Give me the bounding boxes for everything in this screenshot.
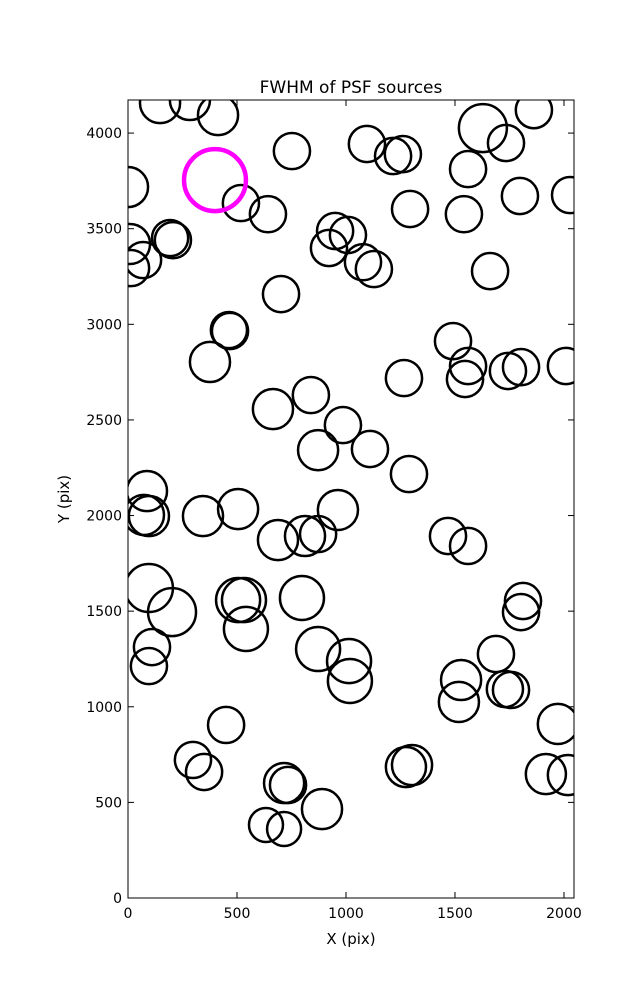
psf-source xyxy=(278,574,326,622)
y-tick-label: 3500 xyxy=(86,222,122,238)
psf-source xyxy=(536,702,574,746)
x-tick-label: 2000 xyxy=(546,906,582,922)
psf-source xyxy=(261,274,301,314)
psf-source xyxy=(524,752,568,796)
y-tick-label: 2000 xyxy=(86,509,122,525)
psf-source xyxy=(500,176,540,216)
psf-source xyxy=(501,347,541,387)
psf-source xyxy=(128,240,163,280)
y-tick-label: 2500 xyxy=(86,413,122,429)
psf-source xyxy=(291,375,331,415)
psf-source xyxy=(347,124,387,164)
psf-source xyxy=(220,576,268,624)
y-axis-label: Y (pix) xyxy=(55,475,73,524)
psf-source xyxy=(272,131,312,171)
psf-source xyxy=(247,806,285,844)
psf-source xyxy=(383,134,423,174)
psf-source xyxy=(294,625,342,673)
psf-source xyxy=(300,787,344,831)
psf-source xyxy=(444,194,484,234)
psf-source xyxy=(488,351,528,391)
psf-source xyxy=(437,680,481,724)
x-tick-label: 1500 xyxy=(437,906,473,922)
psf-source xyxy=(129,646,169,686)
psf-source xyxy=(222,605,270,653)
psf-source xyxy=(384,358,424,398)
psf-source xyxy=(168,100,212,122)
plot-frame xyxy=(127,99,575,899)
psf-source xyxy=(283,514,327,558)
psf-source xyxy=(390,743,434,787)
psf-source xyxy=(350,429,390,469)
psf-source xyxy=(128,494,171,538)
psf-source xyxy=(150,218,190,258)
psf-source xyxy=(448,526,488,566)
highlight-source xyxy=(181,146,249,214)
psf-source xyxy=(486,123,526,163)
psf-source xyxy=(343,242,383,282)
psf-source xyxy=(184,752,224,792)
psf-source xyxy=(433,321,473,361)
psf-source xyxy=(316,488,360,532)
psf-source xyxy=(128,165,150,209)
plot-area xyxy=(128,100,574,848)
psf-source xyxy=(216,487,260,531)
psf-source xyxy=(128,248,151,288)
psf-source xyxy=(132,627,172,667)
psf-source xyxy=(206,705,246,745)
psf-source xyxy=(128,469,169,513)
psf-source xyxy=(296,428,340,472)
psf-source xyxy=(146,586,198,638)
psf-source xyxy=(138,100,182,125)
psf-source xyxy=(173,740,213,780)
psf-source xyxy=(501,592,541,632)
psf-source xyxy=(503,581,543,621)
psf-source xyxy=(268,765,308,805)
y-tick-label: 3000 xyxy=(86,317,122,333)
psf-source xyxy=(550,175,574,215)
psf-source xyxy=(457,102,509,154)
x-tick-label: 1000 xyxy=(328,906,364,922)
x-axis-label: X (pix) xyxy=(326,930,375,948)
psf-source xyxy=(448,149,488,189)
psf-source xyxy=(546,753,574,797)
psf-source xyxy=(390,189,430,229)
y-tick-label: 500 xyxy=(95,795,122,811)
psf-source xyxy=(210,311,250,351)
psf-source xyxy=(325,637,373,685)
psf-source xyxy=(326,657,374,705)
psf-source xyxy=(265,810,303,848)
psf-source xyxy=(309,228,349,268)
x-tick-label: 0 xyxy=(124,906,133,922)
psf-source xyxy=(514,100,554,130)
y-tick-label: 0 xyxy=(113,891,122,907)
psf-source xyxy=(354,249,394,289)
y-tick-label: 1500 xyxy=(86,604,122,620)
x-tick-label: 500 xyxy=(224,906,251,922)
psf-source xyxy=(196,100,240,137)
psf-source xyxy=(221,183,261,223)
psf-source xyxy=(256,518,300,562)
psf-source xyxy=(439,658,483,702)
chart-title: FWHM of PSF sources xyxy=(260,78,443,98)
y-tick-label: 4000 xyxy=(86,126,122,142)
psf-source xyxy=(470,251,510,291)
psf-source xyxy=(445,359,485,399)
psf-source xyxy=(251,387,295,431)
psf-source xyxy=(248,194,288,234)
psf-source xyxy=(323,405,363,445)
psf-source xyxy=(546,346,574,386)
psf-source xyxy=(389,454,429,494)
psf-source xyxy=(448,346,488,386)
psf-source xyxy=(153,220,193,260)
psf-source xyxy=(298,514,338,554)
psf-source xyxy=(181,494,225,538)
psf-source xyxy=(428,516,468,556)
psf-source xyxy=(188,340,232,384)
y-tick-label: 1000 xyxy=(86,700,122,716)
psf-source xyxy=(491,670,531,710)
